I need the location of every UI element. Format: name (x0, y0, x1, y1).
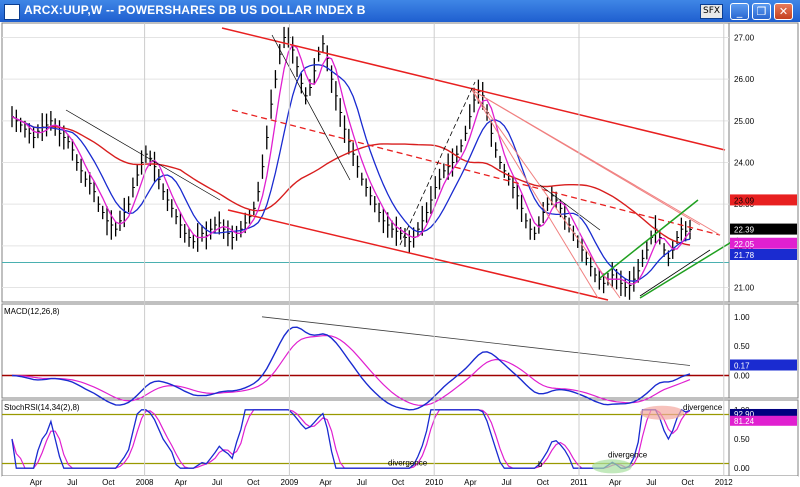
trend-line (639, 249, 711, 297)
price-last-value: 22.39 (734, 226, 755, 235)
x-axis-label: 2011 (570, 478, 588, 487)
price-tick-label: 24.00 (734, 159, 755, 168)
price-last-value: 22.05 (734, 240, 755, 249)
x-axis-label: Jul (357, 478, 367, 487)
title-bar[interactable]: ARCX:UUP,W -- POWERSHARES DB US DOLLAR I… (0, 0, 800, 22)
x-axis-label: Apr (30, 478, 43, 487)
ma-blue-line (11, 64, 691, 282)
x-axis-label: Apr (175, 478, 188, 487)
macd-last-value-box (730, 359, 797, 371)
channel-green-lower (639, 237, 739, 299)
stoch-last-value-box (730, 415, 797, 426)
channel-green-upper (599, 199, 699, 279)
highlight-ellipse (592, 459, 632, 474)
x-axis-label: Jul (501, 478, 511, 487)
window-title: ARCX:UUP,W -- POWERSHARES DB US DOLLAR I… (24, 3, 366, 17)
stoch-annotation: divergence (388, 458, 428, 467)
x-axis-label: 2008 (136, 478, 154, 487)
x-axis-label: Jul (646, 478, 656, 487)
trend-line (65, 109, 221, 201)
channel-red-upper (221, 27, 726, 151)
close-button[interactable]: ✕ (774, 3, 793, 20)
trend-line (539, 184, 601, 231)
ma-red-line (11, 116, 691, 246)
macd-scale[interactable] (728, 303, 799, 399)
macd-last-value: 0.17 (734, 361, 750, 370)
price-last-value-box (730, 223, 797, 235)
price-tick-label: 21.00 (734, 284, 755, 293)
x-axis-strip (2, 476, 798, 487)
fan-line (471, 89, 621, 299)
macd-tick-label: 0.50 (734, 342, 750, 351)
x-axis-label: 2012 (715, 478, 733, 487)
macd-trend-line (261, 316, 691, 366)
x-axis-label: Oct (681, 478, 694, 487)
price-last-value: 23.09 (734, 196, 755, 205)
price-tick-label: 26.00 (734, 75, 755, 84)
macd-title: MACD(12,26,8) (4, 307, 60, 316)
macd-tick-label: 1.00 (734, 313, 750, 322)
x-axis-label: Apr (319, 478, 332, 487)
fan-line (471, 89, 599, 299)
app-icon (4, 4, 20, 20)
macd-signal-line (12, 334, 691, 407)
stoch-title: StochRSI(14,34(2),8) (4, 403, 80, 412)
axis-layer: Apr Jul Oct 2008 Apr Jul Oct 2009 Apr Jul Oct 2010 A… (30, 23, 733, 487)
x-axis-label: Apr (464, 478, 477, 487)
macd-line (11, 326, 691, 411)
ma-magenta-line (11, 43, 691, 285)
x-axis-label: Oct (247, 478, 260, 487)
macd-tick-label: 0.00 (734, 371, 750, 380)
x-axis-label: Oct (102, 478, 115, 487)
restore-button[interactable]: ❐ (752, 3, 771, 20)
macd-layer: 1.00 0.50 0.000.17 (2, 313, 797, 411)
minimize-button[interactable]: _ (730, 3, 749, 20)
stoch-annotation: divergence (608, 451, 648, 460)
price-last-value: 21.78 (734, 251, 755, 260)
x-axis-label: Jul (67, 478, 77, 487)
fan-line (471, 89, 701, 226)
stoch-last-value-box (730, 408, 797, 419)
stoch-tick-label: 0.00 (734, 464, 750, 473)
price-last-value-box (730, 249, 797, 260)
sfx-button[interactable]: SFX (700, 4, 724, 19)
stoch-tick-label: 0.50 (734, 435, 750, 444)
price-tick-label: 27.00 (734, 34, 755, 43)
price-layer: 27.0026.0025.0024.0023.0022.0021.0023.09… (2, 26, 797, 301)
highlight-ellipse (640, 405, 684, 420)
trend-line (399, 81, 476, 246)
x-axis-label: 2009 (281, 478, 299, 487)
macd-panel[interactable] (1, 303, 730, 399)
price-last-value-box (730, 194, 797, 206)
stoch-annotation: divergence (683, 403, 723, 412)
x-axis-label: Oct (537, 478, 550, 487)
channel-red-lower (227, 209, 609, 301)
stoch-last-value: 92.90 (734, 410, 755, 419)
price-tick-label: 25.00 (734, 117, 755, 126)
x-axis-label: Oct (392, 478, 405, 487)
price-last-value-box (730, 237, 797, 249)
x-axis-label: Apr (609, 478, 622, 487)
stoch-annotation: b (538, 460, 543, 469)
x-axis-label: 2010 (425, 478, 443, 487)
stoch-layer: 1.000.500.00divergencedivergencedivergen… (2, 403, 797, 474)
channel-red-mid (231, 109, 721, 236)
trend-line (271, 34, 351, 181)
stoch-k-line (11, 408, 691, 469)
x-axis-label: Jul (212, 478, 222, 487)
stoch-last-value: 81.24 (734, 417, 755, 426)
